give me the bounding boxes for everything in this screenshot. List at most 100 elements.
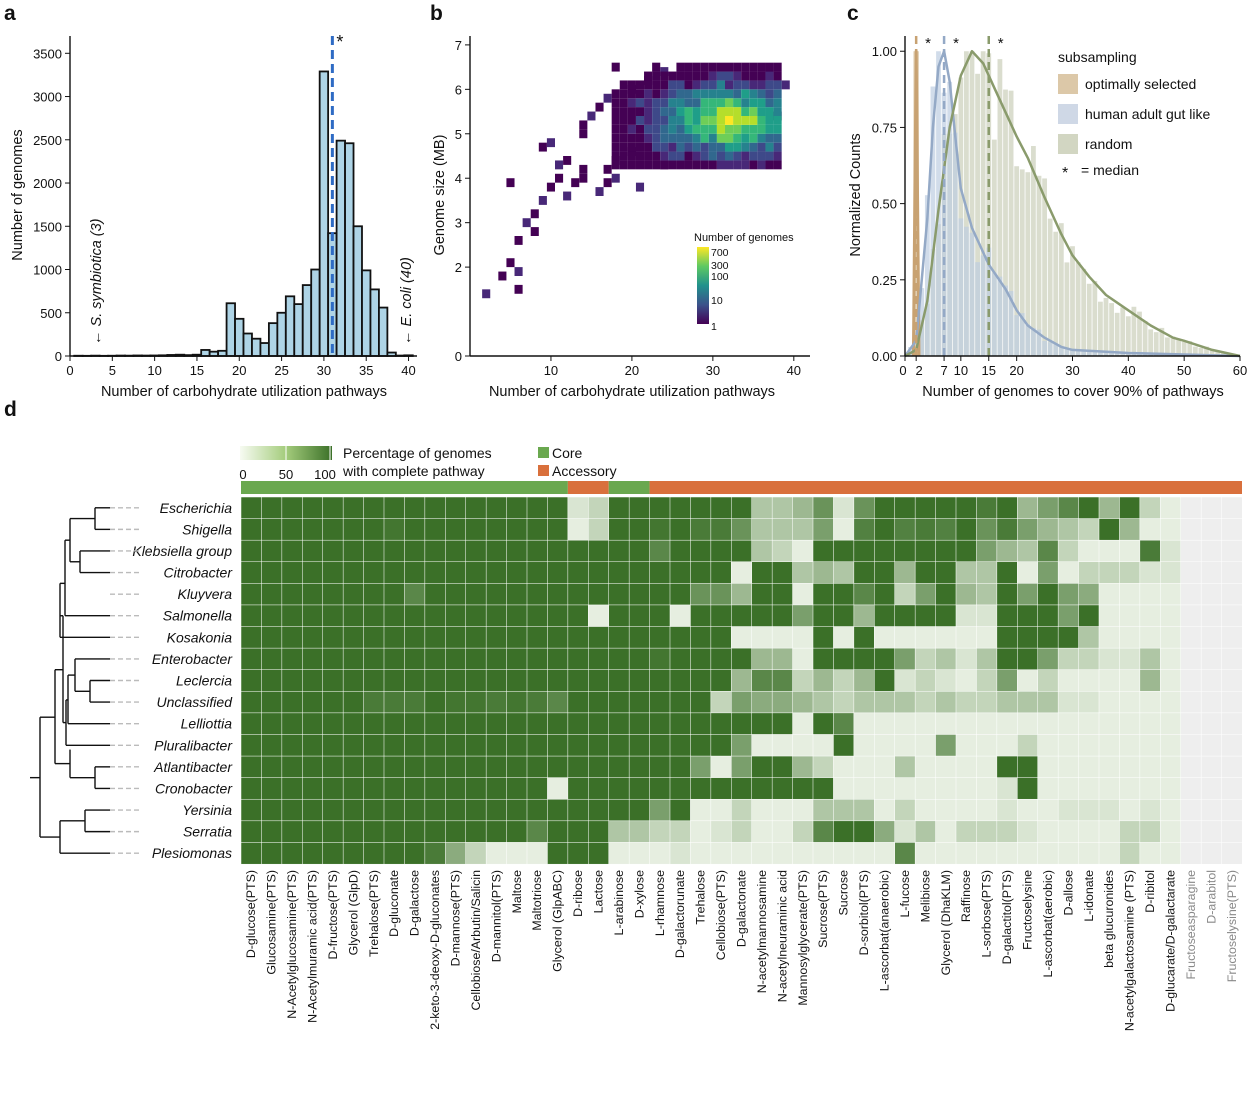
cell-9-13 [506,691,528,714]
cell-dense-42 [644,142,653,152]
panel-b-xlabel: Number of carbohydrate utilization pathw… [489,384,775,400]
cell-9-24 [731,691,753,714]
cell-12-38 [1017,755,1039,779]
bar-1-40 [1125,353,1131,356]
cell-8-13 [506,669,528,692]
cell-dense-231 [773,142,782,152]
cell-16-45 [1160,842,1182,865]
cell-dense-31 [635,151,645,161]
cell-16-27 [792,842,814,865]
cell-dense-77 [668,133,677,143]
cell-13-4 [322,777,344,800]
cell-dense-1 [611,151,620,161]
cell-8-7 [383,669,405,692]
bar-2-53 [1198,347,1204,356]
cell-dense-201 [749,89,758,99]
cell-9-12 [485,691,508,714]
cell-0-7 [383,496,405,520]
cell-10-10 [445,712,467,735]
cell-2-9 [424,539,446,563]
x-tick-label-40: 40 [401,363,415,378]
cell-4-14 [526,583,548,606]
group-bar-3 [649,481,1242,494]
cell-3-47 [1200,561,1223,584]
cell-7-39 [1037,647,1059,671]
cell-11-17 [588,734,610,757]
cell-6-17 [588,626,610,649]
cell-0-38 [1017,496,1039,520]
cell-11-40 [1057,734,1080,757]
cell-5-39 [1037,604,1059,627]
cell-12-32 [894,755,916,779]
cell-14-1 [261,798,283,822]
cell-dense-100 [684,133,693,143]
cell-10-42 [1098,712,1120,735]
cell-2-5 [342,539,365,563]
cell-9-32 [894,691,916,714]
cell-dense-208 [757,133,766,143]
cell-5-31 [874,604,896,627]
cell-dense-48 [644,89,653,99]
cell-3-17 [588,561,610,584]
cell-2-29 [833,539,855,563]
cell-16-32 [894,842,916,865]
bar-1-1 [908,347,913,356]
cell-13-42 [1098,777,1120,800]
cell-1-44 [1139,518,1161,541]
cell-dense-105 [684,89,693,99]
cell-1-15 [547,518,569,541]
cell-16-0 [240,842,262,865]
cell-0-47 [1200,496,1223,520]
cell-dense-148 [716,133,725,143]
cell-12-42 [1098,755,1120,779]
cell-2-12 [485,539,508,563]
cell-16-37 [996,842,1018,865]
cell-dense-232 [773,133,782,143]
bar-1-33 [1086,351,1092,356]
cell-dense-89 [676,124,685,134]
bar-1-41 [1131,353,1137,356]
cell-dense-29 [627,80,636,90]
cell-13-26 [771,777,794,800]
cell-9-33 [914,691,937,714]
median-star-1: * [953,35,959,52]
cell-15-36 [976,820,998,843]
cell-1-3 [302,518,324,541]
cell-16-8 [404,842,426,865]
cell-12-17 [588,755,610,779]
cell-dense-3 [611,133,620,143]
cell-dense-120 [692,62,701,72]
y-tick-label-0: 0 [55,349,62,364]
cell-sparse-15 [555,160,564,170]
cell-6-26 [771,626,794,649]
cell-1-32 [894,518,916,541]
cell-10-25 [751,712,773,735]
cell-13-13 [506,777,528,800]
cell-dense-18 [619,89,628,99]
cell-15-39 [1037,820,1059,843]
cell-5-46 [1180,604,1202,627]
bar-2-54 [1204,346,1209,356]
bar-2-28 [1058,223,1064,356]
cell-dense-158 [725,151,734,161]
cell-8-3 [302,669,324,692]
cell-6-37 [996,626,1018,649]
bar-1-31 [1075,349,1081,356]
pathway-label-26: N-acetylneuraminic acid [775,870,789,1002]
cell-9-40 [1057,691,1080,714]
cell-2-42 [1098,539,1120,563]
cell-15-9 [424,820,446,843]
pathway-label-2: N-Acetylglucosamine(PTS) [285,870,299,1019]
genus-label-klebsiella-genus: Klebsiella [132,543,196,559]
cell-10-22 [690,712,712,735]
cell-10-8 [404,712,426,735]
cell-15-27 [792,820,814,843]
cell-3-18 [608,561,630,584]
cell-16-15 [547,842,569,865]
cell-dense-19 [619,80,628,90]
cell-dense-110 [692,151,701,161]
cell-8-20 [649,669,671,692]
bar-1-4 [924,195,930,356]
cell-0-0 [240,496,262,520]
cell-2-16 [567,539,589,563]
